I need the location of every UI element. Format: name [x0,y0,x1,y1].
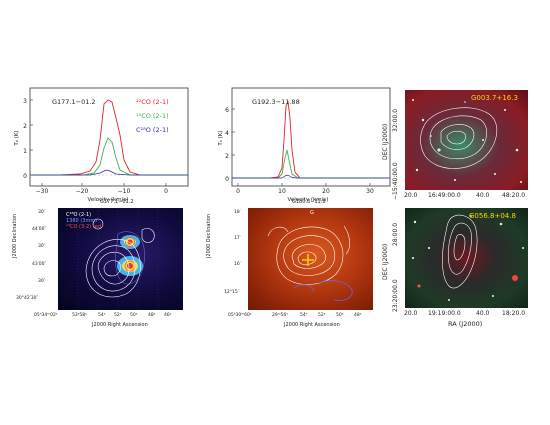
map-right-bottom-ylabel: DEC (J2000) [382,243,389,280]
map-left-xtick-2: 54ˢ [98,313,106,318]
map-mid-xtick-3: 52ˢ [318,313,326,318]
ytick-mid-3: 6 [225,107,229,114]
xtick-left-3: 0 [164,188,168,195]
ylabel-left: Tₐ (K) [14,130,20,146]
contours-map-right-top [420,107,498,169]
spectrum-mid-13co-line [232,149,390,179]
map-left-ytick-1: 44′00″ [32,227,47,232]
xtick-mid-2: 20 [322,188,330,195]
legend-13co: ¹³CO (2-1) [136,112,169,120]
map-right-top-xtick-3: 48:20.0 [502,192,526,199]
stars-right-bottom [412,215,524,301]
map-right-top: G003.7+16.3 [405,90,528,190]
map-mid-xtick-4: 50ˢ [336,313,344,318]
contours-map-mid [267,225,350,285]
map-left-ytick-0: 30″ [38,210,46,215]
xtick-mid-1: 10 [278,188,286,195]
map-left-xlabel: J2000 Right Ascension [92,322,148,328]
map-left-xtick-4: 50ˢ [130,313,138,318]
map-right-top-xtick-1: 16:49:00.0 [428,192,461,199]
map-right-top-ytick-1: −15:40:00.0 [392,162,399,200]
map-left-ylabel: J2000 Declination [12,213,18,258]
spectrum-mid-c18o-line [232,174,390,179]
map-left-ytick-3: 43′00″ [32,262,47,267]
map-right-top-label: G003.7+16.3 [471,94,518,102]
map-mid-xtick-0: 05ʰ30ᵐ60ˢ [228,313,252,318]
ytick-mid-1: 2 [225,153,229,160]
map-left-legend-2: ¹³CO (3-2) red [66,224,101,230]
map-mid-marker: G [310,210,314,216]
map-right-bottom-label: G056.8+04.8 [469,212,516,220]
spectrum-c18o-line [30,169,188,176]
map-left: C¹⁸O (2-1) 1380 (3mm) ¹³CO (3-2) red [58,208,183,310]
map-right-bottom: G056.8+04.8 [405,208,528,308]
map-left-xtick-1: 53ˢ58ˢ [72,313,87,318]
map-right-bottom-xtick-1: 19:19:00.0 [428,310,461,317]
xtick-left-1: −20 [76,188,89,195]
spectrum-left-plot [29,87,189,187]
ytick-left-3: 3 [23,98,27,105]
map-right-top-ytick-0: 32:00.0 [392,108,399,132]
map-mid-ytick-0: 18′ [234,210,241,215]
contours-map-mid-blue [293,280,353,301]
ytick-mid-2: 4 [225,130,229,137]
xtick-mid-3: 30 [366,188,374,195]
ytick-left-1: 1 [23,148,27,155]
map-right-top-ylabel: DEC (J2000) [382,123,389,160]
map-right-bottom-ytick-0: 28:00.0 [392,222,399,246]
map-mid-ytick-3: 12°15′ [224,290,239,295]
map-left-ytick-2: 30″ [38,244,46,249]
map-mid-ytick-2: 16′ [234,262,241,267]
map-mid: G [248,208,373,310]
map-right-bottom-ytick-1: 23:20:00.0 [392,279,399,312]
xtick-left-0: −30 [36,188,49,195]
map-right-bottom-xtick-0: 20.0 [404,310,418,317]
map-mid-ylabel: J2000 Declination [206,213,212,258]
map-left-legend-0: C¹⁸O (2-1) [66,212,92,218]
spectrum-13co-line [30,137,188,176]
map-right-top-xtick-0: 20.0 [404,192,418,199]
map-mid-xlabel: J2000 Right Ascension [284,322,340,328]
map-left-legend-1: 1380 (3mm) [66,218,98,224]
map-mid-xtick-2: 54ˢ [300,313,308,318]
map-right-bottom-xtick-2: 40.0 [476,310,490,317]
map-left-xtick-3: 52ˢ [114,313,122,318]
contours-map-left [85,218,155,298]
map-right-bottom-xtick-3: 18:20.0 [502,310,526,317]
map-mid-xtick-5: 48ˢ [354,313,362,318]
stars-right-top [412,99,522,183]
crosshair-marker [302,254,314,266]
source-label-left: G177.1−01.2 [52,98,96,106]
spectrum-mid-plot [231,87,391,187]
legend-12co: ¹²CO (2-1) [136,98,169,106]
map-left-ytick-5: 30°42′30″ [16,296,39,301]
ytick-mid-0: 0 [225,176,229,183]
map-left-xtick-0: 05ʰ34ᵐ02ˢ [34,313,58,318]
contours-map-right-bottom [442,214,478,289]
map-right-top-xtick-2: 40.0 [476,192,490,199]
xlabel-left: Velocity (km/s) [88,197,129,203]
xlabel-mid: Velocity (km/s) [288,197,329,203]
map-right-bottom-xlabel: RA (J2000) [448,320,483,328]
map-left-ytick-4: 30″ [38,279,46,284]
map-mid-ytick-1: 17′ [234,236,241,241]
legend-c18o: C¹⁸O (2-1) [136,126,169,134]
ylabel-mid: Tₐ (K) [218,130,224,146]
spectrum-mid-12co-line [232,100,390,179]
source-label-mid: G192.3−11.88 [252,98,300,106]
map-mid-title: G180.3−11.8 [292,199,326,205]
xtick-mid-0: 0 [236,188,240,195]
xtick-left-2: −10 [118,188,131,195]
map-left-xtick-6: 46ˢ [164,313,172,318]
ytick-left-2: 2 [23,123,27,130]
map-left-xtick-5: 48ˢ [148,313,156,318]
ytick-left-0: 0 [23,173,27,180]
map-mid-xtick-1: 29ᵐ56ˢ [272,313,288,318]
spectrum-12co-line [30,99,188,176]
map-left-title: G177.1−01.2 [100,199,134,205]
